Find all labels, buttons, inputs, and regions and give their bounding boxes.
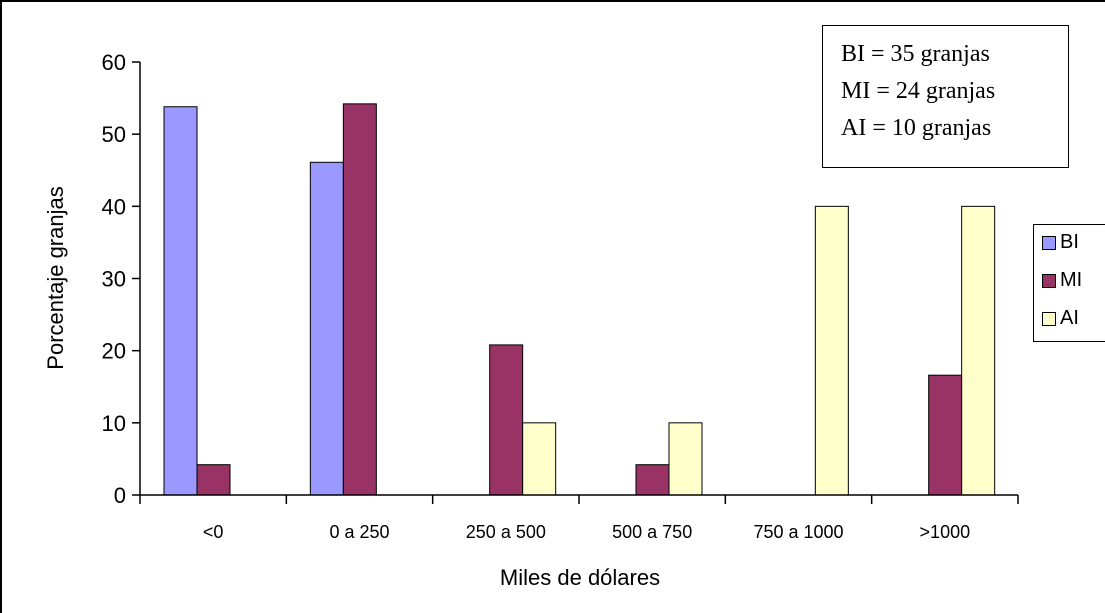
bar-mi-0 [196,464,231,496]
bar-mi-1 [342,103,377,496]
y-axis-label: Porcentaje granjas [43,186,68,369]
y-tick-label-20: 20 [102,339,126,364]
legend-swatch-mi [1042,273,1056,288]
bar-mi-5 [928,374,963,496]
legend-item-ai: AI [1042,307,1079,330]
bar-ai-5 [961,205,996,496]
x-tick-label-2: 250 a 500 [466,522,546,542]
y-tick-label-50: 50 [102,122,126,147]
legend-label-mi: MI [1060,269,1083,291]
plot-area: 0 10 20 30 40 50 60 <0 0 a 250 250 a 500 500 a 750… [102,50,1019,542]
legend-label-bi: BI [1060,231,1079,253]
legend-swatch-ai [1042,311,1056,326]
y-tick-label-10: 10 [102,411,126,436]
legend-label-ai: AI [1060,307,1079,329]
note-line-bi: BI = 35 granjas [841,41,990,67]
x-tick-label-4: 750 a 1000 [753,522,843,542]
bar-mi-2 [489,344,524,496]
legend: BI MI AI [1033,224,1105,342]
x-tick-label-3: 500 a 750 [612,522,692,542]
x-axis-label: Miles de dólares [500,565,660,590]
legend-item-mi: MI [1042,269,1082,292]
legend-swatch-bi [1042,235,1056,250]
note-line-ai: AI = 10 granjas [841,115,992,141]
y-tick-label-0: 0 [114,483,126,508]
y-tick-label-60: 60 [102,50,126,75]
bar-ai-3 [668,422,703,496]
y-tick-label-40: 40 [102,194,126,219]
bar-mi-3 [635,464,670,496]
bar-bi-0 [163,106,198,496]
x-tick-label-0: <0 [203,522,224,542]
bar-ai-2 [522,422,557,496]
x-tick-label-5: >1000 [920,522,971,542]
legend-item-bi: BI [1042,231,1079,254]
bar-ai-4 [814,205,849,496]
y-tick-label-30: 30 [102,267,126,292]
farm-count-note: BI = 35 granjas MI = 24 granjas AI = 10 … [822,25,1069,168]
bar-bi-1 [309,161,344,496]
x-tick-label-1: 0 a 250 [329,522,389,542]
note-line-mi: MI = 24 granjas [841,78,996,104]
